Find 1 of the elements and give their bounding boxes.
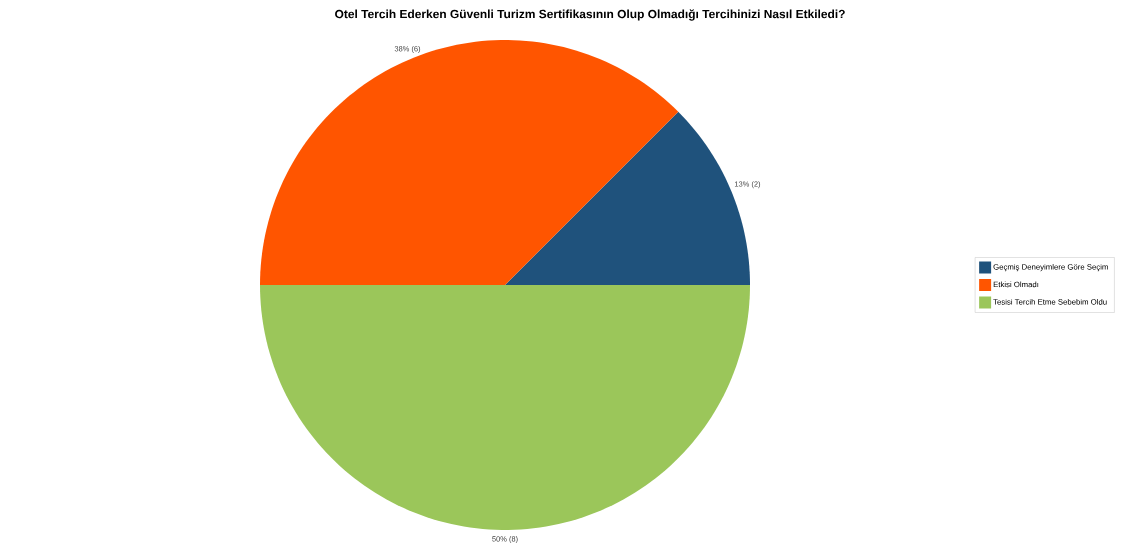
chart-title: Otel Tercih Ederken Güvenli Turizm Sertifikasının Olup Olmadığı Tercihinizi Nasıl Etkiledi?	[335, 9, 845, 21]
